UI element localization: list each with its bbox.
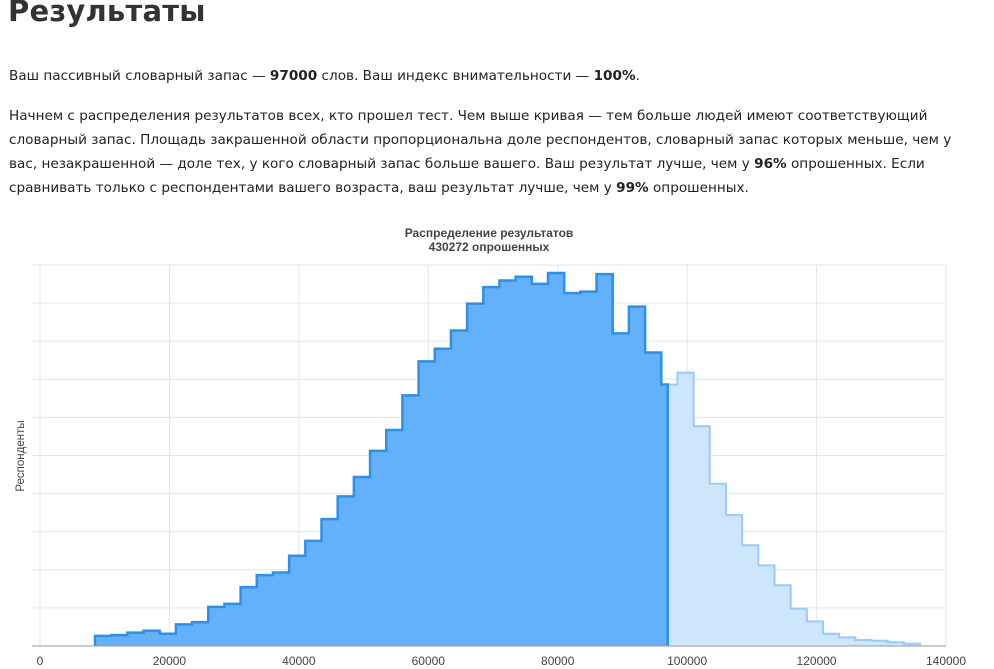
x-axis-ticks: 0 20000 40000 60000 80000 100000 120000 140000 xyxy=(37,654,967,668)
details-text-2: опрошенных. Если сравнивать только с рес… xyxy=(9,156,925,196)
chart-subtitle: 430272 опрошенных xyxy=(429,240,550,254)
percent-all-value: 96% xyxy=(754,156,787,172)
vocab-value: 97000 xyxy=(269,68,318,84)
unfilled-area-outline xyxy=(666,371,922,646)
x-tick-label: 80000 xyxy=(541,654,575,668)
y-axis-label: Респонденты xyxy=(15,420,27,491)
summary-text-1: Ваш пассивный словарный запас — xyxy=(9,68,270,84)
page-title: Результаты xyxy=(8,0,206,28)
x-tick-label: 120000 xyxy=(797,654,837,668)
percent-age-value: 99% xyxy=(616,180,649,196)
attention-value: 100% xyxy=(593,68,636,84)
histogram-area xyxy=(32,271,946,647)
filled-area-outline xyxy=(93,271,669,646)
x-tick-label: 0 xyxy=(37,654,44,668)
x-tick-label: 60000 xyxy=(412,654,446,668)
x-tick-label: 100000 xyxy=(667,654,707,668)
filled-area xyxy=(95,273,668,646)
details-text-1: Начнем с распределения результатов всех,… xyxy=(9,108,952,172)
summary-text-3: . xyxy=(635,68,640,84)
x-tick-label: 40000 xyxy=(282,654,316,668)
summary-text-2: слов. Ваш индекс внимательности — xyxy=(317,68,594,84)
unfilled-area xyxy=(667,372,921,646)
details-text-3: опрошенных. xyxy=(648,180,749,196)
chart-title: Распределение результатов xyxy=(405,226,574,240)
details-paragraph: Начнем с распределения результатов всех,… xyxy=(9,104,969,200)
distribution-chart: Распределение результатов 430272 опрошен… xyxy=(15,226,967,668)
x-tick-label: 140000 xyxy=(926,654,966,668)
summary-paragraph: Ваш пассивный словарный запас — 97000 сл… xyxy=(9,64,969,88)
x-tick-label: 20000 xyxy=(153,654,187,668)
